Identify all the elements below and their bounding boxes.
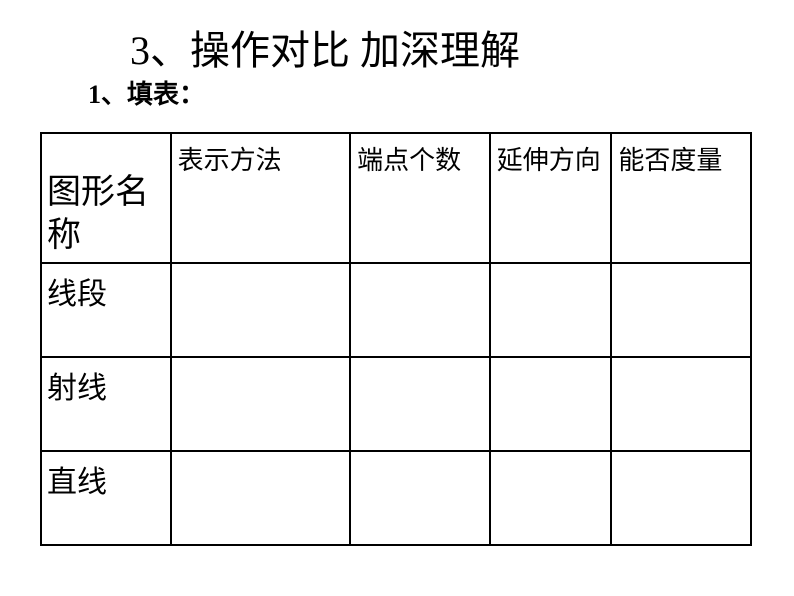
sub-heading: 1、填表：: [88, 74, 205, 111]
cell-measurable: [611, 451, 751, 545]
cell-endpoints: [350, 263, 490, 357]
cell-extension: [490, 451, 612, 545]
comparison-table: 图形名称 表示方法 端点个数 延伸方向 能否度量 线段: [40, 132, 752, 546]
header-measurable-label: 能否度量: [612, 134, 750, 177]
heading-sep: 、: [150, 28, 190, 73]
row-label: 线段: [42, 264, 170, 313]
header-endpoints: 端点个数: [350, 133, 490, 263]
table-row: 直线: [41, 451, 751, 545]
heading-number: 3: [130, 28, 150, 73]
subheading-text: 填表：: [127, 80, 205, 109]
cell-representation: [171, 451, 350, 545]
header-extension: 延伸方向: [490, 133, 612, 263]
header-measurable: 能否度量: [611, 133, 751, 263]
header-endpoints-label: 端点个数: [351, 134, 489, 177]
row-label-col: 直线: [41, 451, 171, 545]
subheading-sep: 、: [101, 80, 127, 109]
cell-measurable: [611, 263, 751, 357]
header-representation: 表示方法: [171, 133, 350, 263]
table-row: 线段: [41, 263, 751, 357]
table-row: 射线: [41, 357, 751, 451]
section-heading: 3、操作对比 加深理解: [130, 18, 520, 76]
heading-text1: 操作对比: [190, 28, 350, 73]
heading-text2: 加深理解: [360, 28, 520, 73]
header-representation-label: 表示方法: [172, 134, 349, 177]
cell-representation: [171, 357, 350, 451]
row-label: 直线: [42, 452, 170, 501]
header-shape-name: 图形名称: [41, 133, 171, 263]
cell-endpoints: [350, 357, 490, 451]
cell-extension: [490, 357, 612, 451]
cell-measurable: [611, 357, 751, 451]
cell-representation: [171, 263, 350, 357]
header-shape-name-label: 图形名称: [42, 134, 170, 257]
table-header-row: 图形名称 表示方法 端点个数 延伸方向 能否度量: [41, 133, 751, 263]
cell-endpoints: [350, 451, 490, 545]
cell-extension: [490, 263, 612, 357]
row-label: 射线: [42, 358, 170, 407]
header-extension-label: 延伸方向: [491, 134, 611, 177]
row-label-col: 射线: [41, 357, 171, 451]
subheading-number: 1: [88, 80, 101, 109]
row-label-col: 线段: [41, 263, 171, 357]
